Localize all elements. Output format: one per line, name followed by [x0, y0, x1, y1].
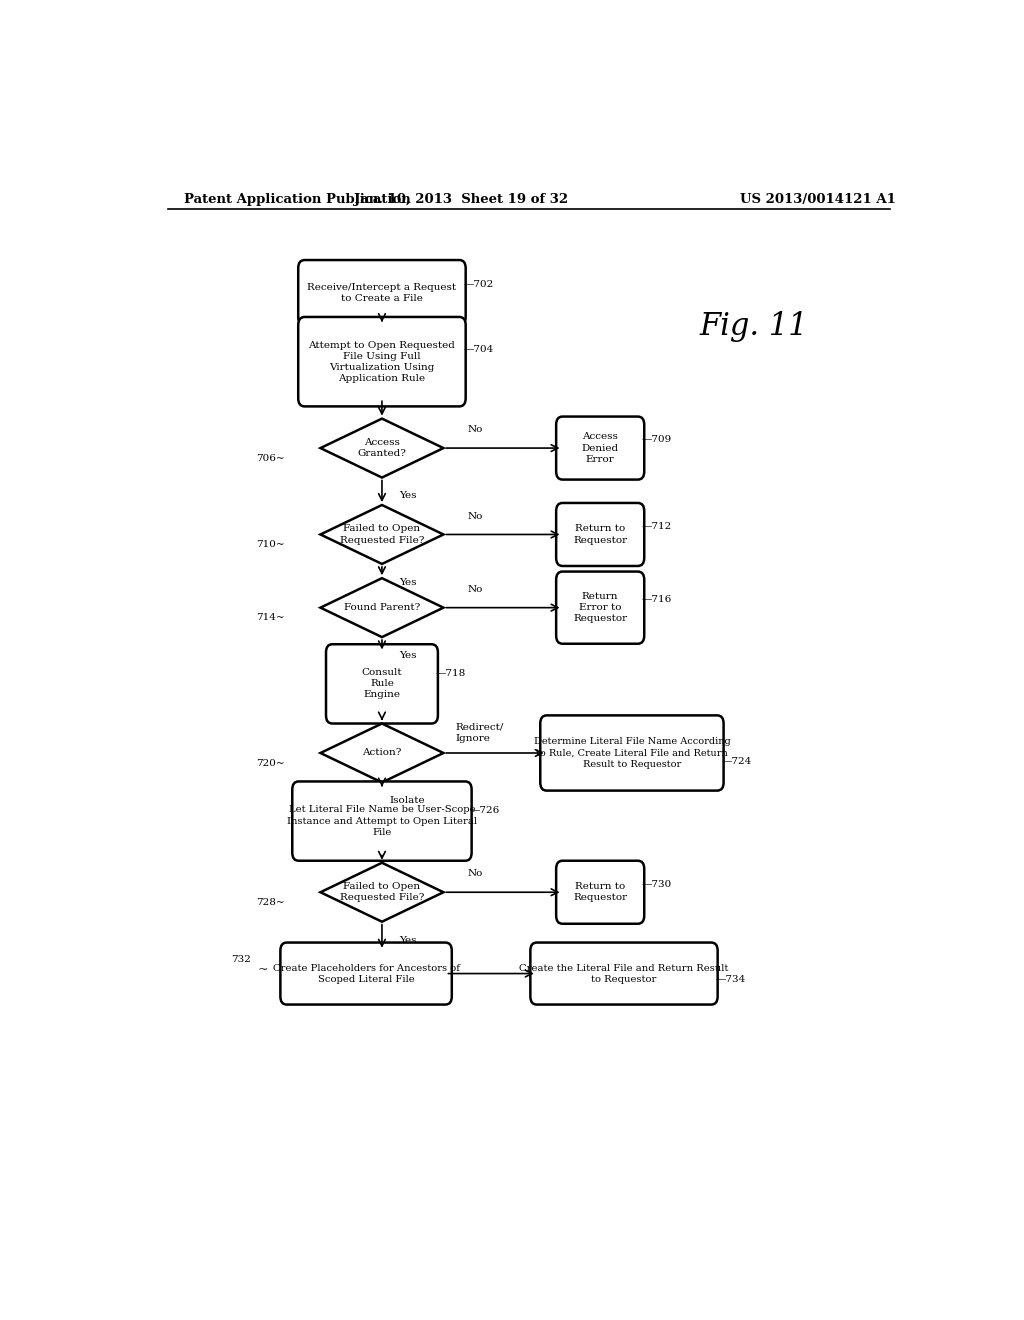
Text: Return to
Requestor: Return to Requestor [573, 524, 628, 545]
Text: Found Parent?: Found Parent? [344, 603, 420, 612]
Text: 732: 732 [231, 954, 251, 964]
Polygon shape [321, 418, 443, 478]
Text: Return
Error to
Requestor: Return Error to Requestor [573, 593, 628, 623]
Text: Consult
Rule
Engine: Consult Rule Engine [361, 668, 402, 700]
Text: ~: ~ [258, 964, 268, 975]
Text: No: No [468, 512, 483, 520]
Text: 706~: 706~ [256, 454, 285, 463]
FancyBboxPatch shape [556, 417, 644, 479]
FancyBboxPatch shape [298, 260, 466, 325]
FancyBboxPatch shape [326, 644, 438, 723]
Text: US 2013/0014121 A1: US 2013/0014121 A1 [740, 193, 896, 206]
Text: —724: —724 [721, 756, 752, 766]
Text: —712: —712 [642, 521, 672, 531]
Text: No: No [468, 585, 483, 594]
FancyBboxPatch shape [298, 317, 466, 407]
Text: Patent Application Publication: Patent Application Publication [183, 193, 411, 206]
Text: Receive/Intercept a Request
to Create a File: Receive/Intercept a Request to Create a … [307, 282, 457, 302]
Text: Yes: Yes [399, 936, 417, 945]
Text: Create Placeholders for Ancestors of
Scoped Literal File: Create Placeholders for Ancestors of Sco… [272, 964, 460, 983]
FancyBboxPatch shape [556, 572, 644, 644]
Text: Ignore: Ignore [456, 734, 490, 743]
Text: Jan. 10, 2013  Sheet 19 of 32: Jan. 10, 2013 Sheet 19 of 32 [354, 193, 568, 206]
Polygon shape [321, 863, 443, 921]
FancyBboxPatch shape [556, 503, 644, 566]
Polygon shape [321, 578, 443, 638]
Text: Yes: Yes [399, 578, 417, 586]
FancyBboxPatch shape [281, 942, 452, 1005]
Text: Return to
Requestor: Return to Requestor [573, 882, 628, 903]
FancyBboxPatch shape [530, 942, 718, 1005]
Text: Failed to Open
Requested File?: Failed to Open Requested File? [340, 524, 424, 545]
Text: 728~: 728~ [256, 898, 285, 907]
Text: Create the Literal File and Return Result
to Requestor: Create the Literal File and Return Resul… [519, 964, 729, 983]
Text: Failed to Open
Requested File?: Failed to Open Requested File? [340, 882, 424, 903]
Text: Isolate: Isolate [390, 796, 426, 805]
FancyBboxPatch shape [556, 861, 644, 924]
Text: 720~: 720~ [256, 759, 285, 768]
Polygon shape [321, 723, 443, 783]
Text: Determine Literal File Name According
to Rule, Create Literal File and Return
Re: Determine Literal File Name According to… [534, 738, 730, 768]
Text: Fig. 11: Fig. 11 [699, 312, 808, 342]
Text: —726: —726 [469, 807, 500, 816]
Text: Let Literal File Name be User-Scope
Instance and Attempt to Open Literal
File: Let Literal File Name be User-Scope Inst… [287, 805, 477, 837]
Text: No: No [468, 870, 483, 878]
Text: —718: —718 [435, 669, 466, 678]
Text: Action?: Action? [362, 748, 401, 758]
Text: No: No [468, 425, 483, 434]
Text: Redirect/: Redirect/ [456, 722, 504, 731]
Text: 714~: 714~ [256, 614, 285, 622]
Text: Yes: Yes [399, 491, 417, 500]
Text: —730: —730 [642, 879, 672, 888]
Text: —716: —716 [642, 595, 672, 605]
Text: —709: —709 [642, 436, 672, 445]
Text: Attempt to Open Requested
File Using Full
Virtualization Using
Application Rule: Attempt to Open Requested File Using Ful… [308, 341, 456, 383]
Text: Yes: Yes [399, 651, 417, 660]
Text: —702: —702 [463, 280, 494, 289]
FancyBboxPatch shape [541, 715, 724, 791]
Text: Access
Granted?: Access Granted? [357, 438, 407, 458]
FancyBboxPatch shape [292, 781, 472, 861]
Text: —734: —734 [715, 975, 745, 985]
Text: Access
Denied
Error: Access Denied Error [582, 433, 618, 463]
Polygon shape [321, 506, 443, 564]
Text: 710~: 710~ [256, 540, 285, 549]
Text: —704: —704 [463, 345, 494, 354]
